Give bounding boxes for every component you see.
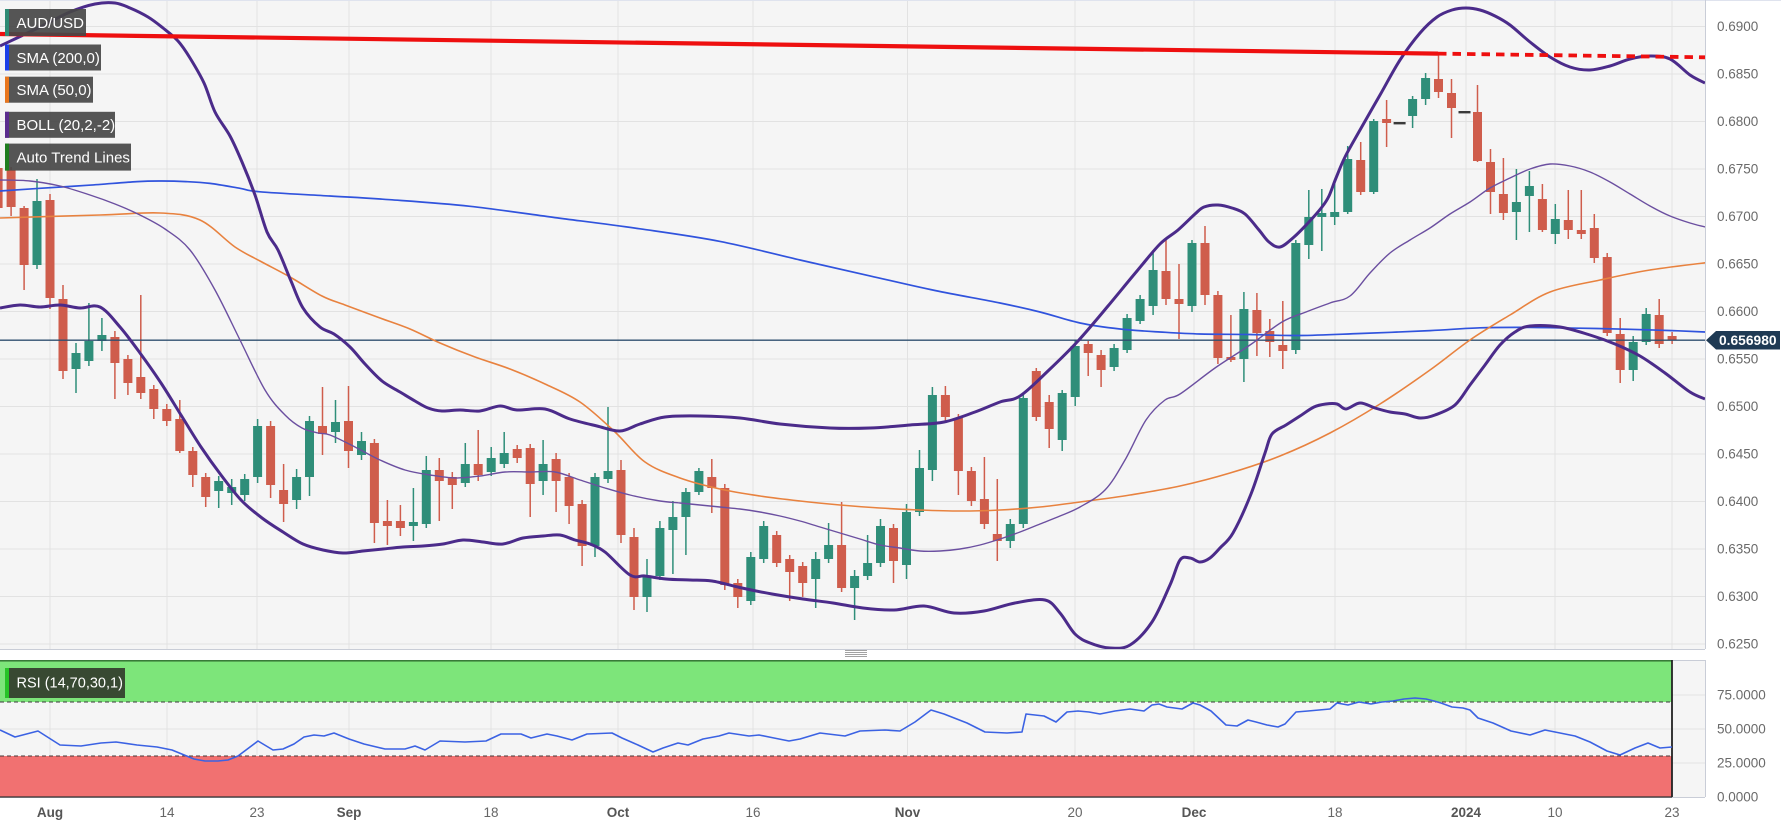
svg-text:Dec: Dec — [1182, 805, 1207, 820]
svg-text:2024: 2024 — [1451, 805, 1482, 820]
svg-text:SMA (50,0): SMA (50,0) — [17, 82, 92, 99]
svg-text:75.0000: 75.0000 — [1717, 688, 1766, 703]
svg-text:10: 10 — [1547, 805, 1562, 820]
svg-text:AUD/USD: AUD/USD — [17, 15, 85, 32]
svg-text:0.6250: 0.6250 — [1717, 637, 1758, 652]
svg-text:23: 23 — [1664, 805, 1679, 820]
svg-text:14: 14 — [159, 805, 175, 820]
svg-text:20: 20 — [1067, 805, 1082, 820]
svg-text:0.656980: 0.656980 — [1719, 333, 1777, 348]
svg-text:BOLL (20,2,-2): BOLL (20,2,-2) — [17, 117, 116, 134]
svg-text:RSI (14,70,30,1): RSI (14,70,30,1) — [17, 676, 123, 692]
svg-text:0.6900: 0.6900 — [1717, 19, 1758, 34]
svg-text:0.6500: 0.6500 — [1717, 399, 1758, 414]
svg-text:0.6550: 0.6550 — [1717, 352, 1758, 367]
svg-text:0.6850: 0.6850 — [1717, 67, 1758, 82]
svg-text:50.0000: 50.0000 — [1717, 722, 1766, 737]
svg-text:18: 18 — [483, 805, 498, 820]
svg-text:0.6600: 0.6600 — [1717, 304, 1758, 319]
svg-text:25.0000: 25.0000 — [1717, 756, 1766, 771]
svg-text:0.6800: 0.6800 — [1717, 114, 1758, 129]
svg-text:23: 23 — [249, 805, 264, 820]
svg-text:0.6650: 0.6650 — [1717, 257, 1758, 272]
svg-text:0.6400: 0.6400 — [1717, 494, 1758, 509]
svg-text:16: 16 — [745, 805, 760, 820]
svg-text:Nov: Nov — [895, 805, 921, 820]
svg-text:SMA (200,0): SMA (200,0) — [17, 50, 100, 67]
svg-text:Aug: Aug — [37, 805, 63, 820]
svg-text:0.0000: 0.0000 — [1717, 790, 1758, 805]
svg-text:0.6700: 0.6700 — [1717, 209, 1758, 224]
svg-text:18: 18 — [1327, 805, 1342, 820]
svg-text:0.6750: 0.6750 — [1717, 162, 1758, 177]
svg-text:Auto Trend Lines: Auto Trend Lines — [17, 149, 130, 166]
svg-text:Sep: Sep — [337, 805, 362, 820]
svg-text:0.6450: 0.6450 — [1717, 447, 1758, 462]
svg-text:0.6350: 0.6350 — [1717, 542, 1758, 557]
svg-text:Oct: Oct — [607, 805, 630, 820]
svg-text:0.6300: 0.6300 — [1717, 589, 1758, 604]
